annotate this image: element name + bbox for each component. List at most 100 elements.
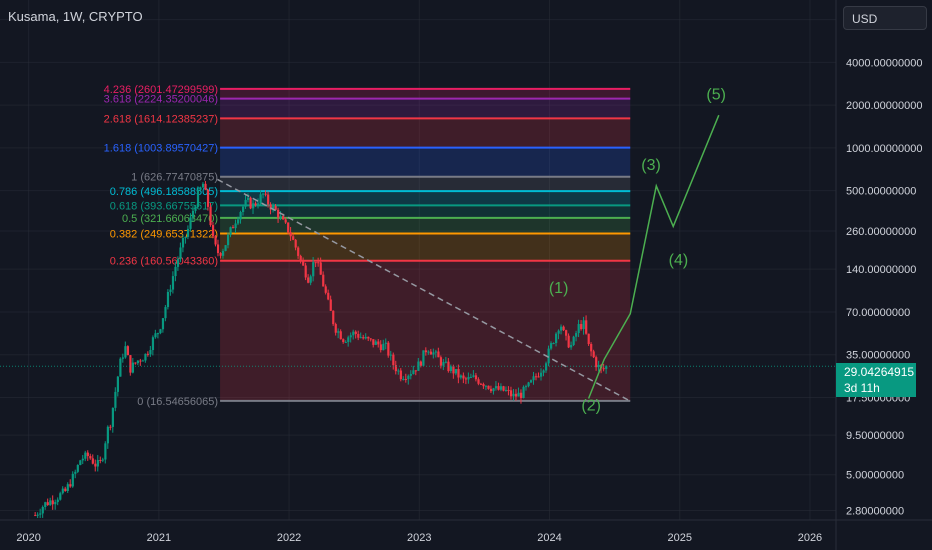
candle-body [537, 376, 540, 378]
candle-body [216, 244, 220, 254]
candle-body [94, 463, 97, 467]
candle-body [339, 331, 342, 340]
candle-body [267, 194, 270, 205]
candle-body [129, 355, 132, 373]
candle-body [509, 390, 513, 397]
candle-body [156, 333, 160, 335]
fib-level-value: 2601.47299599 [138, 84, 214, 96]
fib-level-ratio: 0 [137, 396, 143, 408]
candle-body [181, 238, 185, 248]
candle-body [91, 458, 94, 464]
candle-body [367, 336, 370, 339]
candle-body [206, 189, 210, 207]
candle-body [555, 333, 558, 344]
candle-body [166, 291, 170, 308]
candle-body [106, 426, 109, 444]
candle-body [467, 376, 470, 380]
candle-body [284, 219, 287, 223]
fib-zone [220, 98, 631, 119]
fib-level-ratio: 1.618 [104, 143, 132, 155]
fib-level-label: 3.618 (2224.35200046) [104, 94, 218, 106]
candle-body [397, 370, 400, 372]
candle-body [184, 236, 187, 239]
candle-body [327, 292, 330, 300]
candle-body [394, 365, 397, 372]
candle-body [575, 333, 578, 337]
elliott-wave-label: (2) [581, 397, 601, 414]
candle-body [264, 193, 267, 195]
candle-body [582, 320, 585, 330]
candle-body [409, 374, 412, 376]
price-tick-label: 4000.00000000 [846, 57, 922, 69]
fib-level-ratio: 2.618 [104, 113, 132, 125]
candle-body [502, 386, 505, 391]
candle-body [424, 350, 428, 353]
fib-level-value: 16.54656065 [150, 396, 214, 408]
candle-body [379, 344, 382, 351]
fib-level-ratio: 1 [131, 172, 137, 184]
candle-body [314, 262, 317, 264]
candle-body [477, 379, 480, 384]
candle-body [352, 331, 355, 336]
candle-body [329, 299, 332, 311]
fib-level-label: 0.5 (321.66063470) [122, 213, 218, 225]
candle-body [282, 216, 285, 220]
candle-body [39, 513, 42, 515]
candle-body [219, 253, 222, 256]
candle-body [369, 338, 372, 340]
candle-body [417, 361, 420, 371]
candle-body [269, 204, 272, 210]
currency-selector[interactable]: USD [843, 6, 927, 30]
fib-level-label: 1.618 (1003.89570427) [104, 143, 218, 155]
candle-body [61, 488, 64, 494]
candle-body [179, 247, 182, 260]
candle-body [597, 364, 600, 368]
candle-body [384, 342, 387, 344]
candle-body [542, 370, 545, 373]
candle-body [109, 426, 112, 428]
candle-body [119, 358, 122, 377]
candle-body [404, 378, 407, 380]
fib-level-value: 626.77470875 [144, 172, 214, 184]
candle-body [489, 388, 493, 392]
candle-body [479, 383, 483, 385]
candle-body [334, 324, 337, 333]
candle-body [74, 471, 77, 474]
time-tick-label: 2023 [407, 532, 431, 544]
fib-level-ratio: 0.786 [110, 186, 138, 198]
fib-zone [220, 233, 631, 261]
candle-body [302, 260, 305, 266]
candle-body [189, 217, 192, 229]
candle-body [171, 276, 175, 290]
fib-level-ratio: 3.618 [104, 94, 132, 106]
fib-level-label: 4.236 (2601.47299599) [104, 84, 218, 96]
candle-body [414, 370, 417, 372]
candle-body [577, 324, 580, 334]
elliott-wave-label: (4) [669, 252, 689, 269]
candle-body [204, 183, 207, 190]
fib-level-label: 1 (626.77470875) [131, 172, 218, 184]
fib-level-value: 321.66063470 [144, 213, 214, 225]
candle-body [114, 391, 117, 408]
candle-body [449, 366, 453, 371]
candle-body [474, 375, 478, 380]
candle-body [244, 199, 247, 207]
candle-body [287, 222, 290, 233]
candle-body [307, 277, 310, 283]
candle-body [211, 225, 215, 237]
candle-body [337, 331, 340, 333]
candle-body [297, 247, 300, 256]
candle-body [196, 189, 200, 207]
fib-level-ratio: 0.382 [110, 229, 138, 241]
candle-body [214, 236, 217, 245]
candle-body [407, 375, 410, 380]
candle-body [497, 386, 500, 390]
candle-body [294, 239, 297, 248]
fib-level-value: 160.56043360 [144, 256, 214, 268]
candle-body [254, 203, 257, 205]
candle-body [399, 370, 402, 380]
candle-body [86, 452, 89, 457]
candle-body [364, 336, 367, 339]
candle-body [71, 473, 74, 487]
